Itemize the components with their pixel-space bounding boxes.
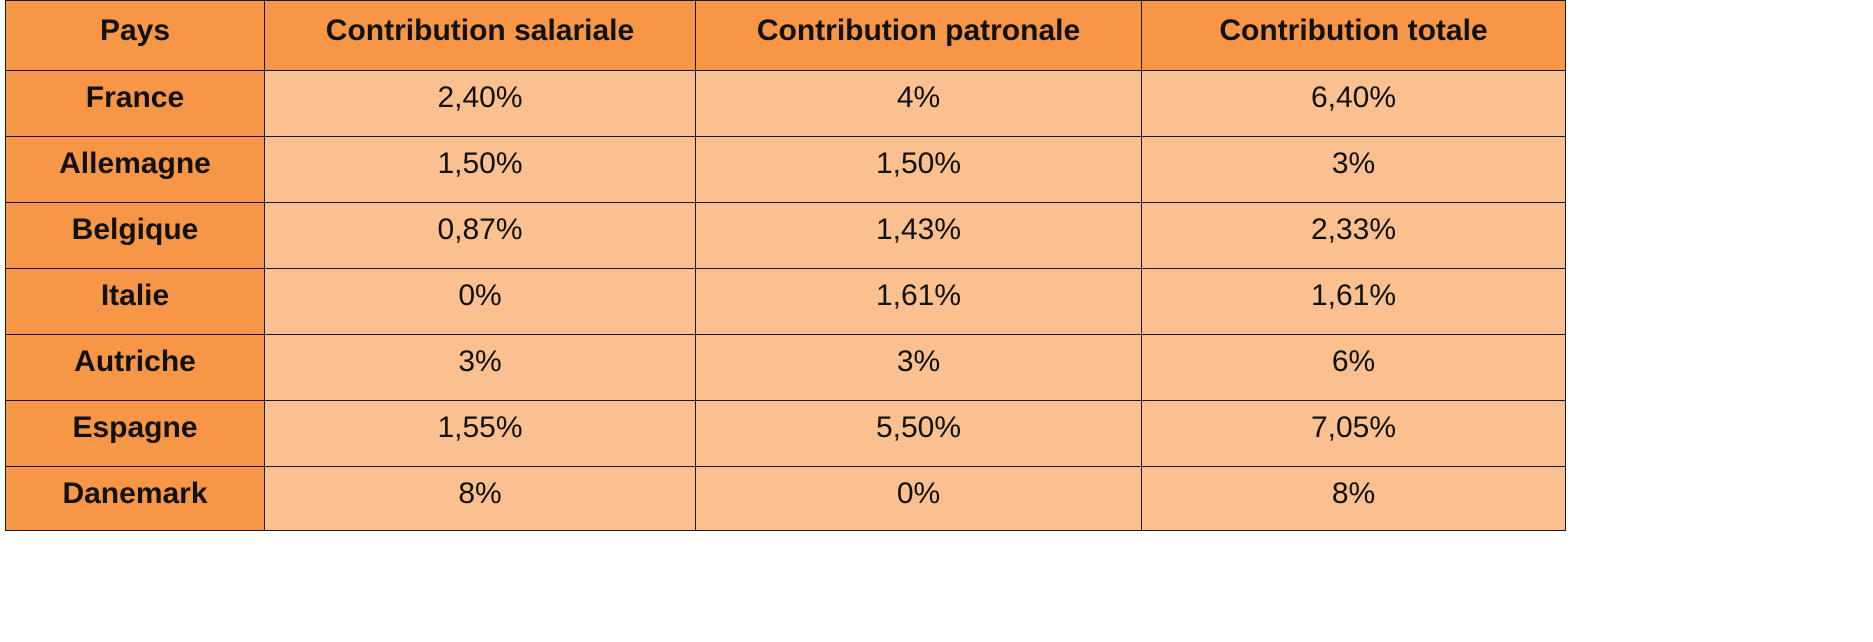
salariale-cell: 3% bbox=[264, 334, 696, 401]
totale-cell: 7,05% bbox=[1141, 400, 1566, 467]
country-cell: Italie bbox=[5, 268, 265, 335]
totale-cell: 6,40% bbox=[1141, 70, 1566, 137]
salariale-cell: 0,87% bbox=[264, 202, 696, 269]
totale-cell: 1,61% bbox=[1141, 268, 1566, 335]
table-row: France 2,40% 4% 6,40% bbox=[5, 70, 1566, 137]
header-contribution-totale: Contribution totale bbox=[1141, 0, 1566, 71]
contribution-table-container: Pays Contribution salariale Contribution… bbox=[5, 0, 1566, 531]
header-row: Pays Contribution salariale Contribution… bbox=[5, 0, 1566, 71]
table-row: Belgique 0,87% 1,43% 2,33% bbox=[5, 202, 1566, 269]
country-cell: Autriche bbox=[5, 334, 265, 401]
contribution-table: Pays Contribution salariale Contribution… bbox=[5, 0, 1566, 531]
totale-cell: 8% bbox=[1141, 466, 1566, 531]
salariale-cell: 2,40% bbox=[264, 70, 696, 137]
totale-cell: 3% bbox=[1141, 136, 1566, 203]
patronale-cell: 5,50% bbox=[695, 400, 1142, 467]
salariale-cell: 0% bbox=[264, 268, 696, 335]
table-row: Espagne 1,55% 5,50% 7,05% bbox=[5, 400, 1566, 467]
patronale-cell: 4% bbox=[695, 70, 1142, 137]
table-row: Autriche 3% 3% 6% bbox=[5, 334, 1566, 401]
patronale-cell: 1,43% bbox=[695, 202, 1142, 269]
salariale-cell: 1,55% bbox=[264, 400, 696, 467]
patronale-cell: 1,61% bbox=[695, 268, 1142, 335]
totale-cell: 2,33% bbox=[1141, 202, 1566, 269]
table-row: Italie 0% 1,61% 1,61% bbox=[5, 268, 1566, 335]
country-cell: Danemark bbox=[5, 466, 265, 531]
header-contribution-salariale: Contribution salariale bbox=[264, 0, 696, 71]
salariale-cell: 8% bbox=[264, 466, 696, 531]
country-cell: Allemagne bbox=[5, 136, 265, 203]
header-contribution-patronale: Contribution patronale bbox=[695, 0, 1142, 71]
table-row: Danemark 8% 0% 8% bbox=[5, 466, 1566, 531]
country-cell: Espagne bbox=[5, 400, 265, 467]
header-pays: Pays bbox=[5, 0, 265, 71]
patronale-cell: 0% bbox=[695, 466, 1142, 531]
country-cell: France bbox=[5, 70, 265, 137]
patronale-cell: 3% bbox=[695, 334, 1142, 401]
country-cell: Belgique bbox=[5, 202, 265, 269]
salariale-cell: 1,50% bbox=[264, 136, 696, 203]
patronale-cell: 1,50% bbox=[695, 136, 1142, 203]
totale-cell: 6% bbox=[1141, 334, 1566, 401]
table-row: Allemagne 1,50% 1,50% 3% bbox=[5, 136, 1566, 203]
